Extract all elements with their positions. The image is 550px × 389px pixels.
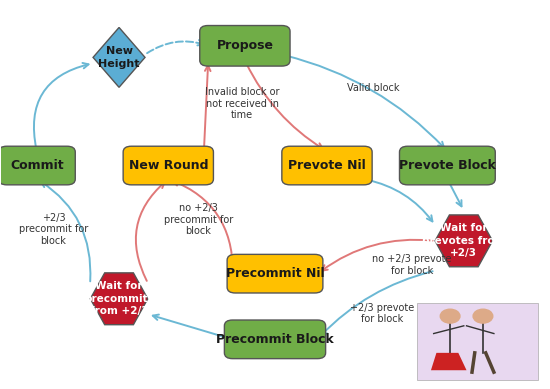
- Text: no +2/3
precommit for
block: no +2/3 precommit for block: [164, 203, 233, 236]
- Text: Valid block: Valid block: [347, 83, 400, 93]
- Text: Invalid block or
not received in
time: Invalid block or not received in time: [205, 87, 279, 120]
- Text: Prevote Block: Prevote Block: [399, 159, 496, 172]
- Text: Commit: Commit: [10, 159, 64, 172]
- Bar: [417, 303, 538, 380]
- FancyBboxPatch shape: [399, 146, 495, 185]
- Text: Propose: Propose: [216, 39, 273, 52]
- Text: +2/3
precommit for
block: +2/3 precommit for block: [19, 213, 88, 246]
- Text: Precommit Block: Precommit Block: [216, 333, 334, 346]
- Text: New
Height: New Height: [98, 46, 140, 68]
- Text: no +2/3 prevote
for block: no +2/3 prevote for block: [372, 254, 452, 275]
- FancyBboxPatch shape: [227, 254, 323, 293]
- Text: Wait for
prevotes from
+2/3: Wait for prevotes from +2/3: [422, 223, 505, 258]
- Circle shape: [473, 309, 493, 323]
- FancyBboxPatch shape: [282, 146, 372, 185]
- Polygon shape: [431, 353, 466, 370]
- FancyBboxPatch shape: [224, 320, 326, 359]
- Text: Prevote Nil: Prevote Nil: [288, 159, 366, 172]
- FancyBboxPatch shape: [200, 26, 290, 66]
- Circle shape: [440, 309, 460, 323]
- FancyBboxPatch shape: [123, 146, 213, 185]
- FancyBboxPatch shape: [0, 146, 75, 185]
- Polygon shape: [93, 28, 145, 87]
- Polygon shape: [90, 273, 148, 325]
- Text: Precommit Nil: Precommit Nil: [226, 267, 324, 280]
- Text: +2/3 prevote
for block: +2/3 prevote for block: [350, 303, 414, 324]
- Text: Wait for
precommits
from +2/3: Wait for precommits from +2/3: [84, 281, 154, 316]
- Polygon shape: [435, 215, 492, 267]
- Text: New Round: New Round: [129, 159, 208, 172]
